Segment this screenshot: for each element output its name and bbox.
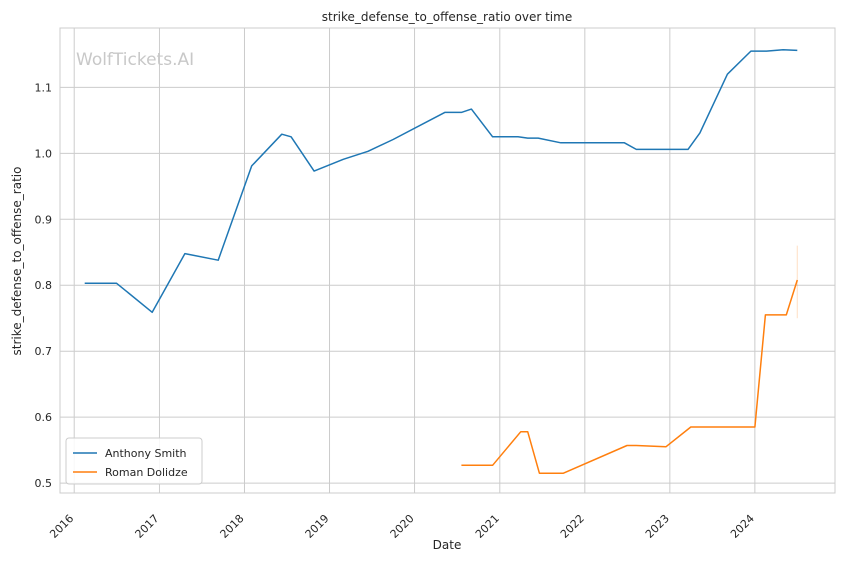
- gridlines: [60, 28, 835, 493]
- y-axis-label: strike_defense_to_offense_ratio: [10, 167, 24, 356]
- legend-box: [65, 437, 203, 485]
- series-line-0: [84, 49, 798, 314]
- plot-frame: [59, 27, 836, 494]
- legend-label: Roman Dolidze: [105, 466, 188, 479]
- series-layer: [84, 49, 799, 474]
- legend-items: Anthony Smith Roman Dolidze: [73, 447, 188, 479]
- y-tick-label: 0.7: [35, 345, 53, 358]
- y-tick-label: 0.8: [35, 279, 53, 292]
- chart-title: strike_defense_to_offense_ratio over tim…: [322, 10, 572, 24]
- y-tick-label: 0.5: [35, 477, 53, 490]
- y-tick-label: 1.0: [35, 147, 53, 160]
- y-tick-label: 1.1: [35, 81, 53, 94]
- y-tick-label: 0.6: [35, 411, 53, 424]
- legend-label: Anthony Smith: [105, 447, 187, 460]
- legend: Anthony Smith Roman Dolidze: [65, 437, 203, 485]
- y-tick-labels: 0.5 0.6 0.7 0.8 0.9 1.0 1.1: [35, 81, 53, 490]
- x-axis-label: Date: [433, 538, 462, 552]
- y-tick-label: 0.9: [35, 213, 53, 226]
- series-line-1: [461, 279, 799, 474]
- watermark: WolfTickets.AI: [76, 50, 194, 70]
